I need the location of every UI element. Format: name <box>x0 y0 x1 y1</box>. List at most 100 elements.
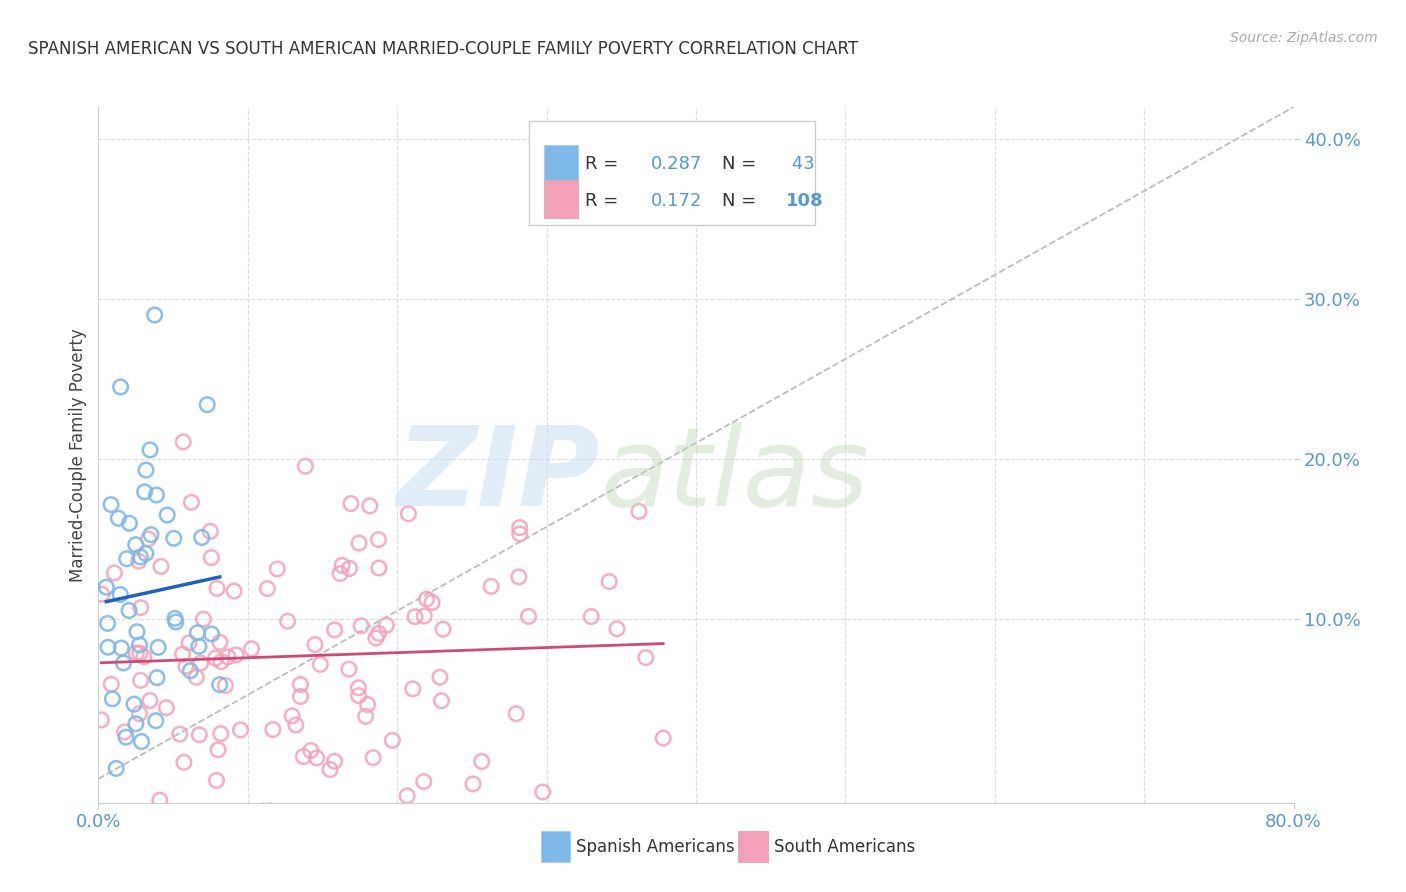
FancyBboxPatch shape <box>529 121 815 226</box>
Point <box>347 681 370 695</box>
Text: 0.172: 0.172 <box>651 192 702 210</box>
Point <box>305 751 328 765</box>
Point <box>204 651 226 665</box>
Point <box>138 532 160 546</box>
Point <box>415 592 437 607</box>
Point <box>420 595 443 609</box>
Point <box>404 609 426 624</box>
Point <box>188 728 211 742</box>
Point <box>508 570 530 584</box>
Text: N =: N = <box>723 155 762 173</box>
Point <box>222 584 245 599</box>
Point <box>319 763 342 777</box>
Text: N =: N = <box>723 192 762 210</box>
Point <box>108 587 131 601</box>
Point <box>163 611 186 625</box>
Point <box>177 636 200 650</box>
Point <box>309 657 332 672</box>
Point <box>413 609 436 624</box>
Point <box>205 582 228 596</box>
Point <box>146 671 169 685</box>
Point <box>347 689 370 703</box>
Point <box>97 616 120 631</box>
Point <box>186 670 208 684</box>
Point <box>262 723 284 737</box>
Point <box>509 520 531 534</box>
Point <box>129 673 152 688</box>
Point <box>375 618 398 632</box>
Point <box>148 640 170 655</box>
Point <box>509 527 531 541</box>
Bar <box>541 830 571 862</box>
Point <box>277 614 299 628</box>
Point <box>292 749 315 764</box>
Point <box>337 662 360 676</box>
Point <box>165 615 187 629</box>
Point <box>128 638 150 652</box>
Point <box>145 714 167 728</box>
Point <box>110 640 132 655</box>
Point <box>356 698 378 712</box>
Point <box>430 694 453 708</box>
Point <box>173 756 195 770</box>
Point <box>103 566 125 580</box>
Point <box>129 549 152 564</box>
Text: R =: R = <box>585 192 624 210</box>
Point <box>412 774 434 789</box>
Point <box>350 619 373 633</box>
Point <box>209 655 232 669</box>
Point <box>367 626 389 640</box>
Point <box>156 508 179 522</box>
Point <box>364 631 387 645</box>
Point <box>347 536 370 550</box>
Point <box>118 603 141 617</box>
Point <box>208 678 231 692</box>
Point <box>112 656 135 670</box>
Bar <box>738 830 768 862</box>
Point <box>323 754 346 768</box>
Point <box>429 670 451 684</box>
Point <box>207 743 229 757</box>
Point <box>394 814 416 829</box>
Point <box>290 677 312 691</box>
Point <box>128 554 150 568</box>
Point <box>354 709 377 723</box>
Text: 108: 108 <box>786 192 824 210</box>
Point <box>187 640 209 654</box>
Bar <box>544 180 578 219</box>
Point <box>209 726 232 740</box>
Point <box>134 484 156 499</box>
Point <box>114 725 136 739</box>
Point <box>339 561 361 575</box>
Point <box>367 533 389 547</box>
Point <box>172 434 194 449</box>
Point <box>96 580 118 594</box>
Point <box>132 649 155 664</box>
Point <box>115 551 138 566</box>
Point <box>299 743 322 757</box>
Point <box>110 380 132 394</box>
Point <box>225 648 247 662</box>
Point <box>139 442 162 457</box>
Point <box>169 727 191 741</box>
Text: atlas: atlas <box>600 422 869 529</box>
Point <box>186 625 208 640</box>
Point <box>281 709 304 723</box>
Point <box>139 527 162 541</box>
Point <box>149 559 172 574</box>
Text: Source: ZipAtlas.com: Source: ZipAtlas.com <box>1230 31 1378 45</box>
Point <box>101 691 124 706</box>
Point <box>361 750 384 764</box>
Text: 0.287: 0.287 <box>651 155 702 173</box>
Point <box>129 600 152 615</box>
Point <box>627 504 650 518</box>
Point <box>330 558 353 573</box>
Point <box>340 497 363 511</box>
Point <box>252 804 274 818</box>
Point <box>304 638 326 652</box>
Point <box>505 706 527 721</box>
Point <box>135 547 157 561</box>
Point <box>581 609 603 624</box>
Point <box>381 733 404 747</box>
Bar <box>544 145 578 184</box>
